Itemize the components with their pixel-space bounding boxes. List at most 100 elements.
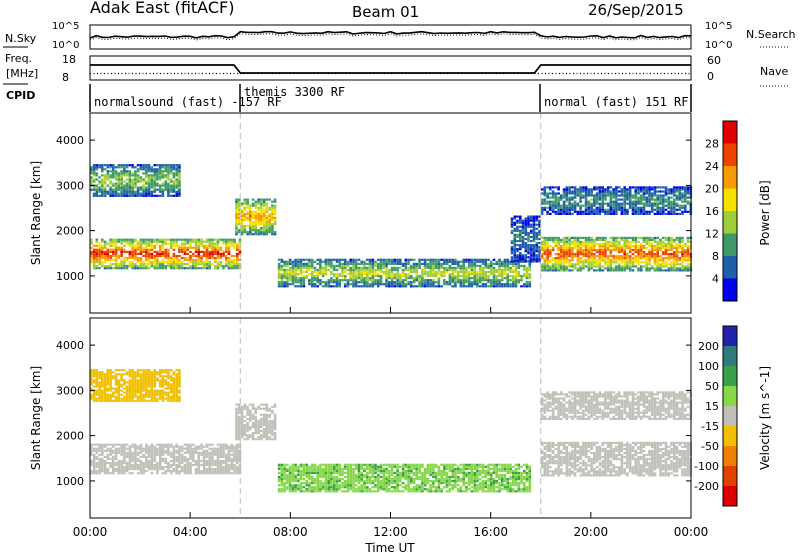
echo-cell: [565, 188, 569, 191]
echo-cell: [205, 256, 209, 260]
echo-cell: [571, 263, 574, 266]
echo-cell: [426, 270, 430, 274]
echo-cell: [593, 200, 596, 203]
echo-cell: [167, 250, 170, 253]
echo-cell: [134, 190, 137, 193]
echo-cell: [92, 459, 96, 463]
echo-cell: [271, 231, 274, 234]
echo-cell: [587, 208, 591, 211]
echo-cell: [98, 397, 101, 400]
echo-cell: [136, 188, 140, 191]
echo-cell: [562, 251, 566, 254]
echo-cell: [277, 258, 281, 261]
echo-cell: [432, 266, 435, 269]
echo-cell: [131, 381, 134, 384]
echo-cell: [109, 242, 112, 245]
echo-cell: [142, 468, 145, 471]
echo-cell: [664, 263, 668, 266]
echo-cell: [330, 262, 333, 265]
echo-cell: [623, 210, 626, 213]
echo-cell: [506, 258, 509, 261]
echo-cell: [554, 204, 558, 207]
echo-cell: [211, 449, 214, 452]
echo-cell: [164, 371, 167, 374]
echo-cell: [109, 369, 112, 372]
echo-cell: [421, 273, 424, 276]
echo-cell: [235, 214, 238, 217]
echo-cell: [371, 279, 375, 282]
echo-cell: [240, 233, 244, 236]
echo-cell: [180, 242, 184, 245]
echo-cell: [243, 216, 247, 219]
echo-cell: [524, 248, 528, 251]
echo-cell: [161, 453, 165, 456]
echo-cell: [656, 255, 659, 258]
echo-cell: [554, 186, 558, 189]
echo-cell: [147, 375, 151, 378]
echo-cell: [136, 178, 140, 181]
echo-cell: [183, 466, 187, 469]
echo-cell: [546, 261, 549, 264]
echo-cell: [590, 210, 593, 213]
echo-cell: [579, 236, 582, 239]
echo-cell: [156, 379, 159, 382]
echo-cell: [551, 265, 555, 268]
echo-cell: [233, 445, 236, 448]
echo-cell: [549, 253, 552, 256]
echo-cell: [670, 204, 673, 207]
echo-cell: [524, 229, 528, 232]
echo-cell: [208, 263, 211, 266]
echo-cell: [214, 461, 217, 465]
echo-cell: [560, 196, 563, 199]
echo-cell: [114, 470, 118, 473]
echo-cell: [169, 242, 173, 245]
echo-cell: [678, 190, 682, 193]
echo-cell: [620, 202, 624, 205]
echo-cell: [540, 255, 544, 258]
echo-cell: [519, 235, 522, 239]
echo-cell: [251, 216, 255, 219]
echo-cell: [186, 240, 189, 243]
echo-cell: [194, 461, 198, 465]
echo-cell: [557, 238, 560, 241]
echo-cell: [343, 262, 347, 265]
echo-cell: [489, 264, 493, 267]
echo-cell: [546, 257, 549, 260]
echo-cell: [396, 270, 399, 274]
echo-cell: [286, 275, 289, 278]
echo-cell: [294, 273, 297, 276]
echo-cell: [562, 269, 566, 272]
echo-cell: [265, 206, 269, 209]
echo-cell: [92, 399, 96, 402]
echo-cell: [299, 268, 303, 272]
echo-cell: [554, 196, 558, 199]
echo-cell: [656, 265, 659, 268]
echo-cell: [205, 238, 209, 241]
echo-cell: [233, 244, 236, 247]
echo-cell: [528, 258, 532, 261]
echo-cell: [142, 188, 145, 191]
echo-cell: [222, 470, 225, 473]
echo-cell: [153, 261, 156, 264]
echo-cell: [598, 204, 602, 207]
echo-cell: [158, 238, 162, 241]
echo-cell: [656, 190, 659, 193]
echo-cell: [521, 258, 525, 261]
echo-cell: [587, 249, 591, 252]
echo-cell: [513, 242, 517, 245]
echo-cell: [131, 254, 134, 258]
echo-cell: [598, 196, 602, 199]
echo-cell: [147, 248, 151, 251]
echo-cell: [230, 466, 234, 469]
echo-cell: [648, 257, 651, 260]
echo-cell: [145, 459, 148, 463]
echo-cell: [156, 261, 159, 264]
echo-cell: [404, 268, 408, 272]
echo-cell: [617, 257, 621, 260]
echo-cell: [628, 186, 632, 189]
echo-cell: [498, 285, 501, 288]
echo-cell: [637, 246, 640, 250]
echo-cell: [109, 192, 112, 195]
echo-cell: [379, 281, 383, 284]
echo-cell: [211, 463, 214, 467]
